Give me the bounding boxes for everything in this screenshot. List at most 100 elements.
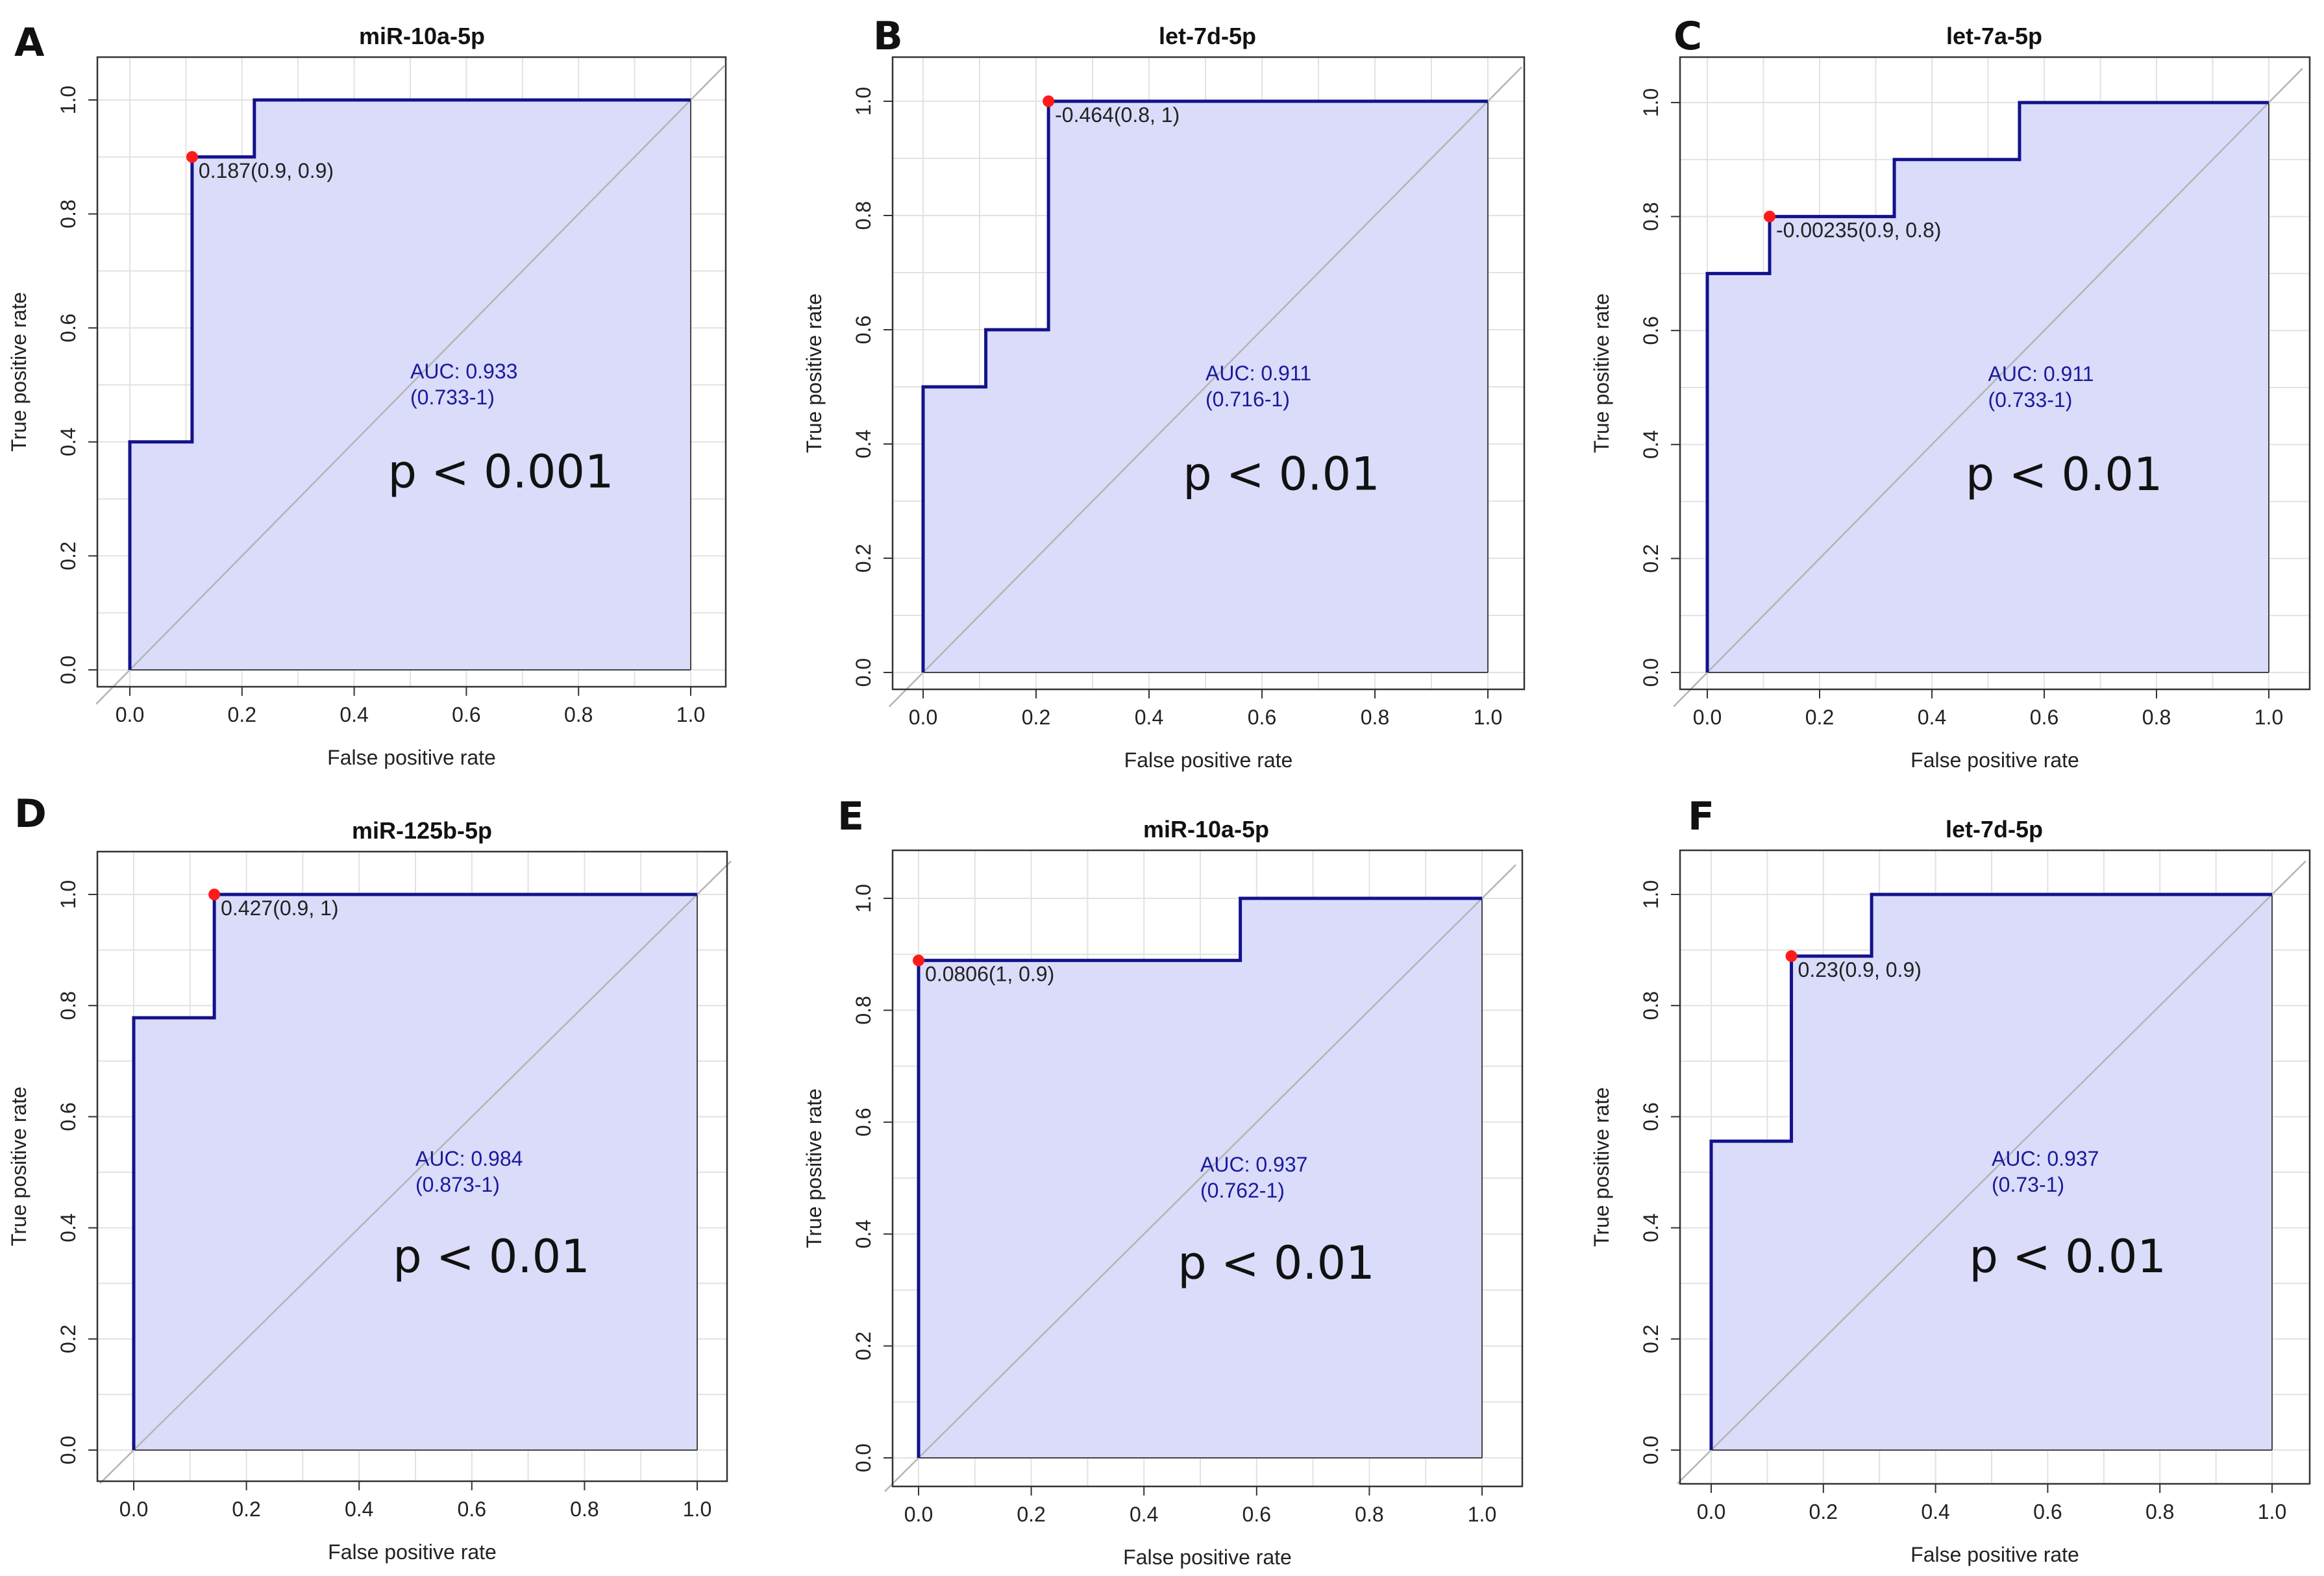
p-value: p < 0.01 (1183, 447, 1379, 500)
chance-diagonal (99, 860, 732, 1484)
x-axis-label: False positive rate (327, 746, 496, 769)
p-value: p < 0.001 (388, 445, 613, 499)
roc-curve (132, 893, 697, 1450)
x-tick-label: 0.8 (2145, 1500, 2174, 1523)
cutoff-point (1043, 95, 1055, 107)
cutoff-point (1785, 950, 1798, 963)
y-axis: 0.0 0.2 0.4 0.6 0.8 1.0 True positive rate (1590, 88, 1680, 687)
roc-curve (917, 896, 1482, 1458)
chart-title: miR-125b-5p (352, 817, 492, 844)
y-tick-label: 1.0 (1639, 880, 1663, 909)
y-tick-label: 0.8 (1639, 991, 1663, 1020)
x-tick-label: 1.0 (1474, 706, 1502, 729)
cutoff-point (913, 954, 924, 967)
panel-letter: C (1674, 14, 1702, 59)
y-axis: 0.0 0.2 0.4 0.6 0.8 1.0 True positive rate (1590, 880, 1680, 1464)
auc-ci: (0.733-1) (410, 386, 495, 409)
chance-diagonal (888, 66, 1523, 708)
y-axis-label: True positive rate (1590, 293, 1613, 453)
y-axis: 0.0 0.2 0.4 0.6 0.8 1.0 True positive rate (802, 87, 893, 687)
x-tick-label: 0.6 (1242, 1503, 1271, 1526)
x-axis-label: False positive rate (328, 1540, 497, 1564)
y-tick-label: 1.0 (852, 87, 875, 116)
x-tick-label: 1.0 (683, 1497, 711, 1521)
y-axis-label: True positive rate (7, 292, 31, 452)
y-tick-label: 0.8 (1639, 202, 1663, 230)
y-tick-label: 0.0 (1639, 658, 1663, 687)
y-tick-label: 1.0 (56, 880, 80, 909)
y-tick-label: 0.4 (56, 428, 80, 456)
y-tick-label: 1.0 (1639, 88, 1663, 117)
chance-diagonal (95, 65, 725, 705)
x-tick-label: 0.4 (1921, 1500, 1949, 1523)
y-tick-label: 1.0 (852, 884, 875, 913)
chart-title: miR-10a-5p (1143, 816, 1269, 843)
y-axis: 0.0 0.2 0.4 0.6 0.8 1.0 True positive rate (802, 884, 893, 1472)
cutoff-label: 0.427(0.9, 1) (221, 896, 338, 920)
x-tick-label: 1.0 (2255, 706, 2283, 729)
cutoff-label: 0.187(0.9, 0.9) (199, 159, 334, 182)
chart-title: let-7d-5p (1946, 816, 2043, 843)
y-tick-label: 0.8 (852, 201, 875, 230)
auc-value: AUC: 0.937 (1200, 1153, 1307, 1176)
x-axis: 0.0 0.2 0.4 0.6 0.8 1.0 False positive rate (909, 689, 1502, 772)
x-tick-label: 0.2 (1022, 706, 1050, 729)
x-tick-label: 0.8 (1355, 1503, 1383, 1526)
y-tick-label: 0.2 (1639, 1325, 1663, 1353)
plot-frame (96, 56, 727, 688)
cutoff-point (1764, 210, 1776, 223)
p-value: p < 0.01 (393, 1230, 589, 1283)
x-axis-label: False positive rate (1910, 1543, 2079, 1566)
auc-ci: (0.73-1) (1992, 1173, 2064, 1196)
x-tick-label: 0.0 (1693, 706, 1722, 729)
y-tick-label: 0.6 (852, 1108, 875, 1137)
x-tick-label: 0.6 (452, 703, 480, 726)
y-tick-label: 0.6 (852, 315, 875, 344)
x-axis: 0.0 0.2 0.4 0.6 0.8 1.0 False positive rate (1697, 1484, 2286, 1566)
plot-frame (891, 56, 1526, 691)
y-tick-label: 0.0 (852, 1444, 875, 1472)
y-axis-label: True positive rate (1590, 1087, 1613, 1247)
x-tick-label: 0.0 (909, 706, 937, 729)
x-tick-label: 0.4 (340, 703, 368, 726)
auc-value: AUC: 0.933 (410, 360, 517, 383)
y-tick-label: 0.2 (56, 1325, 80, 1353)
plot-frame (1679, 849, 2311, 1485)
x-tick-label: 0.2 (1809, 1500, 1838, 1523)
x-tick-label: 0.8 (570, 1497, 599, 1521)
y-tick-label: 0.6 (1639, 1102, 1663, 1131)
x-axis-label: False positive rate (1123, 1545, 1292, 1569)
roc-curve (1705, 101, 2269, 672)
auc-value: AUC: 0.984 (415, 1147, 523, 1170)
y-tick-label: 0.0 (56, 656, 80, 684)
x-tick-label: 0.4 (1918, 706, 1946, 729)
panel-letter: F (1688, 794, 1714, 839)
cutoff-label: 0.0806(1, 0.9) (925, 963, 1054, 986)
y-tick-label: 0.4 (1639, 430, 1663, 459)
y-tick-label: 1.0 (56, 86, 80, 114)
x-tick-label: 0.0 (116, 703, 144, 726)
auc-value: AUC: 0.911 (1205, 362, 1311, 385)
y-axis-label: True positive rate (802, 1089, 826, 1248)
x-axis: 0.0 0.2 0.4 0.6 0.8 1.0 False positive rate (119, 1481, 711, 1564)
x-tick-label: 0.6 (458, 1497, 486, 1521)
auc-ci: (0.716-1) (1205, 388, 1290, 411)
x-axis: 0.0 0.2 0.4 0.6 0.8 1.0 False positive rate (904, 1486, 1496, 1569)
y-tick-label: 0.8 (56, 199, 80, 228)
p-value: p < 0.01 (1178, 1237, 1374, 1290)
x-tick-label: 0.8 (2142, 706, 2171, 729)
x-tick-label: 0.8 (564, 703, 593, 726)
y-axis: 0.0 0.2 0.4 0.6 0.8 1.0 True positive rate (7, 880, 97, 1464)
y-tick-label: 0.0 (852, 658, 875, 687)
y-axis-label: True positive rate (7, 1087, 31, 1246)
x-axis: 0.0 0.2 0.4 0.6 0.8 1.0 False positive rate (116, 687, 705, 769)
x-tick-label: 1.0 (2258, 1500, 2286, 1523)
x-tick-label: 0.6 (2030, 706, 2058, 729)
x-tick-label: 0.0 (119, 1497, 148, 1521)
